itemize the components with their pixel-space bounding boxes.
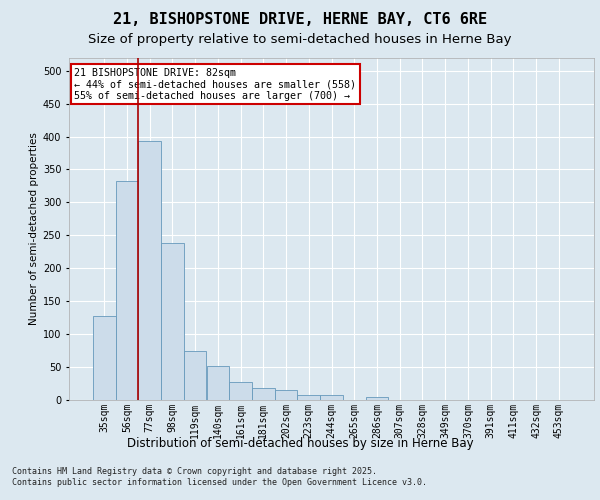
Bar [229,382,252,400]
Text: Size of property relative to semi-detached houses in Herne Bay: Size of property relative to semi-detach… [88,32,512,46]
Text: Contains HM Land Registry data © Crown copyright and database right 2025.
Contai: Contains HM Land Registry data © Crown c… [12,468,427,487]
Bar [206,366,229,400]
Bar [320,394,343,400]
Bar [139,141,161,400]
Bar [275,390,298,400]
Text: 21, BISHOPSTONE DRIVE, HERNE BAY, CT6 6RE: 21, BISHOPSTONE DRIVE, HERNE BAY, CT6 6R… [113,12,487,28]
Bar [93,316,116,400]
Y-axis label: Number of semi-detached properties: Number of semi-detached properties [29,132,38,325]
Text: 21 BISHOPSTONE DRIVE: 82sqm
← 44% of semi-detached houses are smaller (558)
55% : 21 BISHOPSTONE DRIVE: 82sqm ← 44% of sem… [74,68,356,101]
Bar [298,394,320,400]
Text: Distribution of semi-detached houses by size in Herne Bay: Distribution of semi-detached houses by … [127,438,473,450]
Bar [161,243,184,400]
Bar [365,396,388,400]
Bar [184,350,206,400]
Bar [116,180,139,400]
Bar [252,388,275,400]
